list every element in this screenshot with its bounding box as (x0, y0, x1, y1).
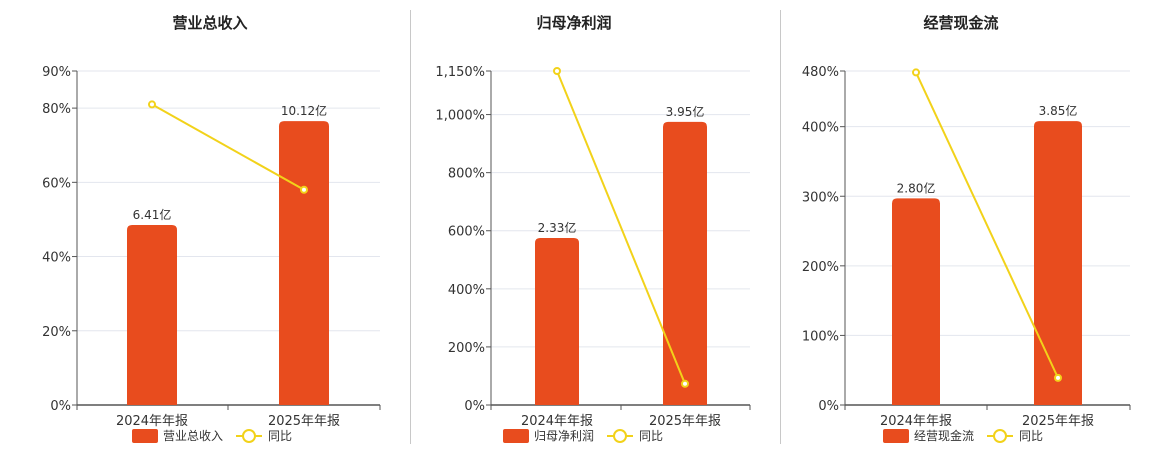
yoy-line (556, 70, 686, 385)
bar (127, 225, 177, 405)
y-tick-label: 480% (802, 65, 839, 80)
bar-data-label: 3.85亿 (1039, 103, 1078, 118)
y-tick-label: 600% (448, 225, 485, 240)
yoy-point (148, 100, 156, 109)
bar (279, 121, 329, 405)
y-tick-label: 0% (818, 399, 839, 414)
bar-data-label: 2.80亿 (897, 180, 936, 195)
cash-flow-chart: 经营现金流 0% 100% 200% 300% 400% 480% 2.80亿 3.85亿 202… (802, 14, 1131, 443)
legend-swatch-marker (993, 429, 1007, 443)
chart-panel-cash-flow: 经营现金流 0% 100% 200% 300% 400% 480% 2.80亿 3.85亿 202… (781, 0, 1160, 450)
y-tick-label: 400% (802, 121, 839, 136)
bar (535, 238, 579, 405)
legend-label-line: 同比 (1019, 429, 1043, 443)
chart-title: 营业总收入 (172, 14, 247, 32)
x-category-label: 2025年年报 (649, 414, 721, 429)
legend-swatch-bar (132, 429, 158, 443)
bar-data-label: 10.12亿 (281, 103, 327, 118)
yoy-line (151, 103, 305, 191)
legend-swatch-bar (503, 429, 529, 443)
y-tick-label: 100% (802, 329, 839, 344)
yoy-point (912, 68, 920, 77)
y-tick-label: 60% (42, 176, 71, 191)
x-category-label: 2025年年报 (268, 414, 340, 429)
panel-divider (410, 10, 411, 444)
legend-label-bar: 营业总收入 (163, 429, 223, 443)
chart-panel-net-profit: 归母净利润 0% 200% 400% 600% 800% 1,000% 1,150% 2.33亿… (411, 0, 780, 450)
y-tick-label: 1,150% (435, 65, 485, 80)
x-category-label: 2024年年报 (880, 414, 952, 429)
y-tick-label: 90% (42, 65, 71, 80)
y-tick-label: 200% (448, 341, 485, 356)
legend-label-bar: 归母净利润 (534, 429, 594, 443)
y-tick-label: 40% (42, 251, 71, 266)
legend-label-bar: 经营现金流 (914, 428, 974, 443)
panel-divider (780, 10, 781, 444)
yoy-point (300, 185, 308, 194)
yoy-point (681, 379, 689, 388)
legend-swatch-marker (613, 429, 627, 443)
net-profit-chart: 归母净利润 0% 200% 400% 600% 800% 1,000% 1,150% 2.33亿… (435, 14, 751, 443)
y-tick-label: 1,000% (435, 109, 485, 124)
y-tick-label: 0% (50, 399, 71, 414)
bar (1034, 121, 1082, 405)
chart-panel-revenue: 营业总收入 0% 20% 40% 60% 80% 90% 6.41亿 10.12亿 2024年年报… (0, 0, 400, 450)
legend-label-line: 同比 (639, 429, 663, 443)
y-tick-label: 300% (802, 190, 839, 205)
yoy-point (1054, 373, 1062, 382)
y-tick-label: 20% (42, 325, 71, 340)
legend-swatch-bar (883, 429, 909, 443)
bar-data-label: 6.41亿 (133, 207, 172, 222)
revenue-chart: 营业总收入 0% 20% 40% 60% 80% 90% 6.41亿 10.12亿 2024年年报… (42, 14, 381, 443)
bar (663, 121, 707, 406)
bar-data-label: 3.95亿 (666, 104, 705, 119)
bar-data-label: 2.33亿 (538, 220, 577, 235)
yoy-point (553, 67, 561, 75)
y-tick-label: 800% (448, 167, 485, 182)
legend-label-line: 同比 (268, 429, 292, 443)
chart-title: 归母净利润 (536, 14, 611, 32)
bar (892, 198, 940, 405)
x-category-label: 2024年年报 (521, 414, 593, 429)
y-tick-label: 400% (448, 283, 485, 298)
yoy-line (915, 71, 1059, 379)
legend-swatch-marker (242, 429, 256, 443)
chart-title: 经营现金流 (923, 14, 998, 32)
y-tick-label: 80% (42, 102, 71, 117)
x-category-label: 2025年年报 (1022, 414, 1094, 429)
y-tick-label: 0% (464, 399, 485, 414)
y-tick-label: 200% (802, 260, 839, 275)
x-category-label: 2024年年报 (116, 414, 188, 429)
